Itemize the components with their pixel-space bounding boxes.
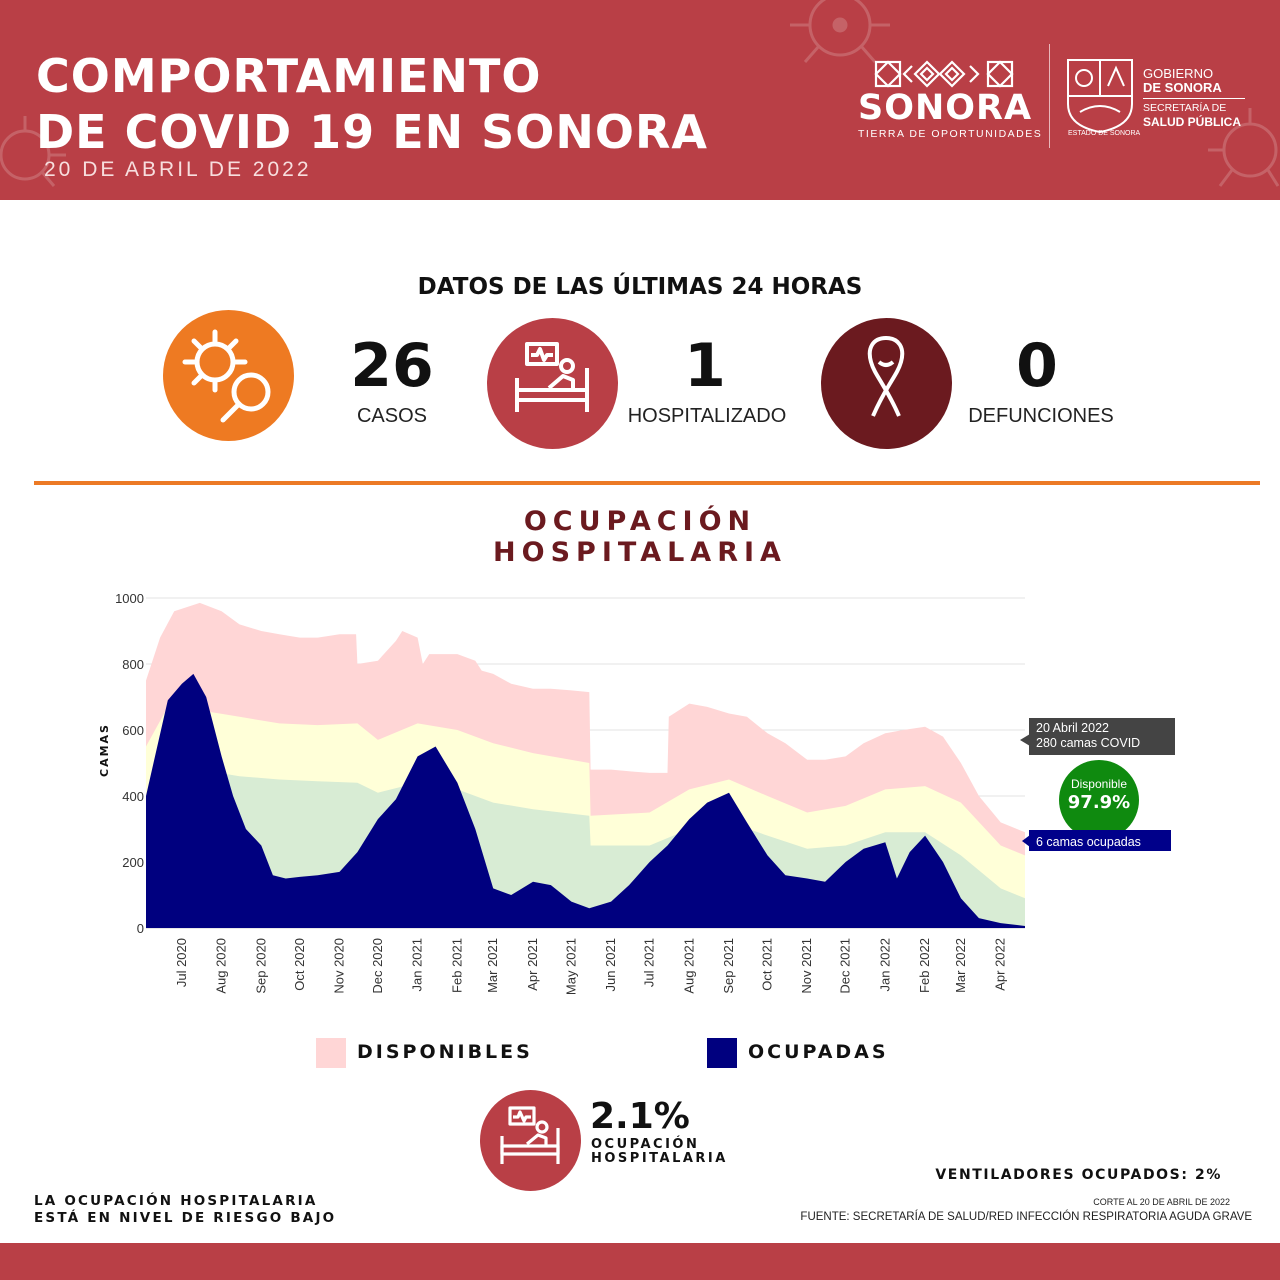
ventilators-text: VENTILADORES OCUPADOS: 2% [935,1167,1222,1183]
brand-slogan: TIERRA DE OPORTUNIDADES [858,128,1043,140]
x-tick-label: Aug 2021 [681,938,696,994]
hospital-bed-icon [515,342,589,412]
x-tick-label: Aug 2020 [214,938,229,994]
source-text: FUENTE: SECRETARÍA DE SALUD/RED INFECCIÓ… [800,1211,1252,1223]
gov-dept-line2: SALUD PÚBLICA [1143,115,1241,129]
x-tick-label: Jul 2021 [642,938,657,987]
y-axis-label: CAMAS [98,723,111,777]
series-area-ocupadas [146,673,1025,928]
occupancy-label-line-2: HOSPITALARIA [591,1151,728,1166]
deaths-label: DEFUNCIONES [968,405,1114,427]
sonora-pattern-icon [874,60,1014,88]
x-tick-label: Jan 2022 [877,938,892,992]
state-shield-icon [1067,59,1133,134]
risk-level-text: LA OCUPACIÓN HOSPITALARIA ESTÁ EN NIVEL … [34,1193,336,1227]
gov-name-line1: GOBIERNO [1143,66,1214,81]
gov-divider [1143,98,1245,99]
risk-line-1: LA OCUPACIÓN HOSPITALARIA [34,1193,318,1209]
chart-title: OCUPACIÓN HOSPITALARIA [0,506,1280,568]
annotation-total: 280 camas COVID [1036,736,1140,750]
chart-areas [146,602,1025,928]
y-tick-label: 800 [122,657,144,672]
legend-label-ocupadas: OCUPADAS [748,1041,889,1063]
gov-dept-line1: SECRETARÍA DE [1143,102,1227,114]
occupancy-label-line-1: OCUPACIÓN [591,1137,700,1152]
occupied-label: 6 camas ocupadas [1036,835,1141,849]
annotation-date: 20 Abril 2022 [1036,721,1109,735]
y-tick-label: 0 [137,921,144,936]
x-tick-label: Jul 2020 [174,938,189,987]
cutoff-date: CORTE AL 20 DE ABRIL DE 2022 [1093,1197,1230,1207]
ribbon-icon [867,336,905,417]
x-tick-label: Nov 2020 [332,938,347,994]
legend-label-disponibles: DISPONIBLES [357,1041,533,1063]
y-tick-label: 600 [122,723,144,738]
hospitalized-value: 1 [684,331,726,401]
title-line-2: DE COVID 19 EN SONORA [36,105,708,159]
total-beds-annotation: 20 Abril 2022 280 camas COVID [1020,718,1175,755]
legend-swatch-ocupadas [707,1038,737,1068]
y-tick-label: 400 [122,789,144,804]
x-tick-label: Sep 2020 [253,938,268,994]
x-tick-label: Apr 2022 [993,938,1008,991]
x-tick-label: May 2021 [563,938,578,995]
x-tick-label: Apr 2021 [525,938,540,991]
section-divider [34,481,1260,485]
y-axis: 0 200 400 600 800 1000 [115,591,144,936]
x-tick-label: Mar 2021 [485,938,500,993]
x-tick-label: Oct 2021 [760,938,775,991]
occupancy-label: OCUPACIÓN HOSPITALARIA [591,1138,771,1166]
x-tick-label: Feb 2021 [449,938,464,993]
chart-title-line-2: HOSPITALARIA [493,537,787,568]
occupancy-value: 2.1% [590,1096,690,1137]
occupied-annotation: 6 camas ocupadas [1022,830,1171,851]
x-tick-label: Dec 2020 [370,938,385,994]
logo-divider [1049,44,1050,148]
x-tick-label: Mar 2022 [953,938,968,993]
x-tick-label: Feb 2022 [917,938,932,993]
y-tick-label: 200 [122,855,144,870]
x-tick-label: Jan 2021 [410,938,425,992]
virus-decoration-icon [790,0,890,63]
available-badge: Disponible 97.9% [1059,760,1139,840]
gov-name-line2: DE SONORA [1143,80,1222,95]
risk-line-2: ESTÁ EN NIVEL DE RIESGO BAJO [34,1210,337,1226]
cases-value: 26 [350,331,434,401]
deaths-value: 0 [1016,331,1058,401]
x-tick-label: Dec 2021 [838,938,853,994]
chart-title-line-1: OCUPACIÓN [523,506,757,537]
report-date: 20 DE ABRIL DE 2022 [44,158,312,181]
virus-decoration-icon [0,116,66,187]
shield-caption: ESTADO DE SONORA [1068,130,1141,137]
footer-bar [0,1243,1280,1280]
virus-search-icon [182,329,271,423]
x-axis: Jul 2020 Aug 2020 Sep 2020 Oct 2020 Nov 2020… [174,938,1008,995]
page-title: COMPORTAMIENTO DE COVID 19 EN SONORA [36,48,708,160]
hospitalized-circle [487,318,618,449]
occupancy-circle [480,1090,581,1191]
x-tick-label: Oct 2020 [292,938,307,991]
y-tick-label: 1000 [115,591,144,606]
available-label: Disponible [1071,777,1127,791]
virus-decoration-icon [1208,108,1280,187]
header-banner [0,0,1280,200]
x-tick-label: Nov 2021 [799,938,814,994]
title-line-1: COMPORTAMIENTO [36,49,542,103]
brand-logo-text: SONORA [858,88,1033,128]
deaths-circle [821,318,952,449]
x-tick-label: Jun 2021 [603,938,618,992]
cases-circle [163,310,294,441]
occupancy-chart: 0 200 400 600 800 1000 Jul 2020 Aug 2020 Sep 20… [98,591,1175,995]
legend-swatch-disponibles [316,1038,346,1068]
x-tick-label: Sep 2021 [721,938,736,994]
stats-title: DATOS DE LAS ÚLTIMAS 24 HORAS [417,274,863,300]
hospital-bed-icon [500,1106,560,1164]
hospitalized-label: HOSPITALIZADO [627,405,787,427]
available-pct: 97.9% [1068,792,1130,813]
cases-label: CASOS [356,405,428,427]
